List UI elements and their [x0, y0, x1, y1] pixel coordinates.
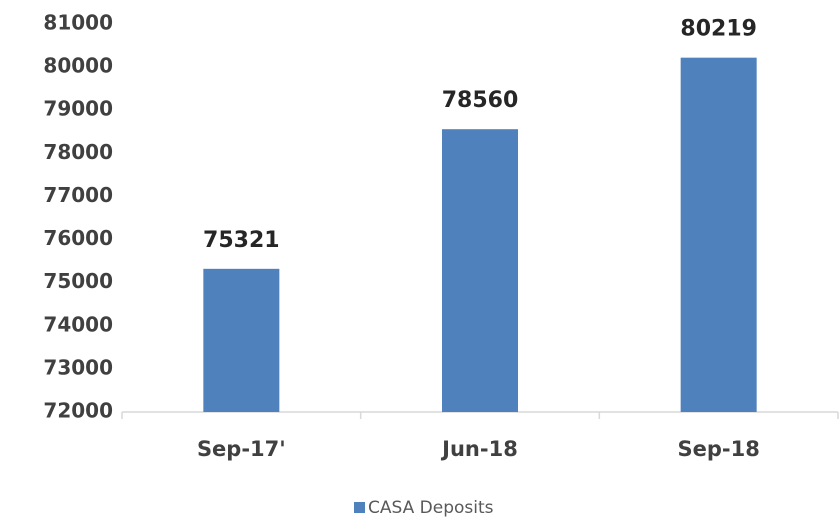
y-tick-label: 78000 [43, 140, 113, 164]
legend-label: CASA Deposits [368, 498, 494, 518]
bar [680, 57, 757, 413]
data-label: 78560 [442, 88, 519, 113]
data-label: 75321 [203, 228, 280, 253]
y-tick-label: 73000 [43, 355, 113, 379]
bar [442, 129, 518, 413]
x-tick-label: Sep-18 [677, 437, 759, 461]
y-tick-label: 81000 [43, 11, 113, 35]
legend-swatch [354, 502, 365, 513]
y-tick-label: 72000 [43, 399, 113, 423]
y-tick-label: 80000 [43, 54, 113, 78]
data-label: 80219 [680, 17, 757, 42]
x-tick-label: Jun-18 [440, 437, 518, 461]
y-tick-label: 77000 [43, 183, 113, 207]
bar [203, 268, 280, 412]
y-tick-label: 79000 [43, 97, 113, 121]
y-tick-label: 76000 [43, 226, 113, 250]
x-tick-label: Sep-17' [197, 437, 286, 461]
y-tick-label: 75000 [43, 269, 113, 293]
y-tick-label: 74000 [43, 312, 113, 336]
